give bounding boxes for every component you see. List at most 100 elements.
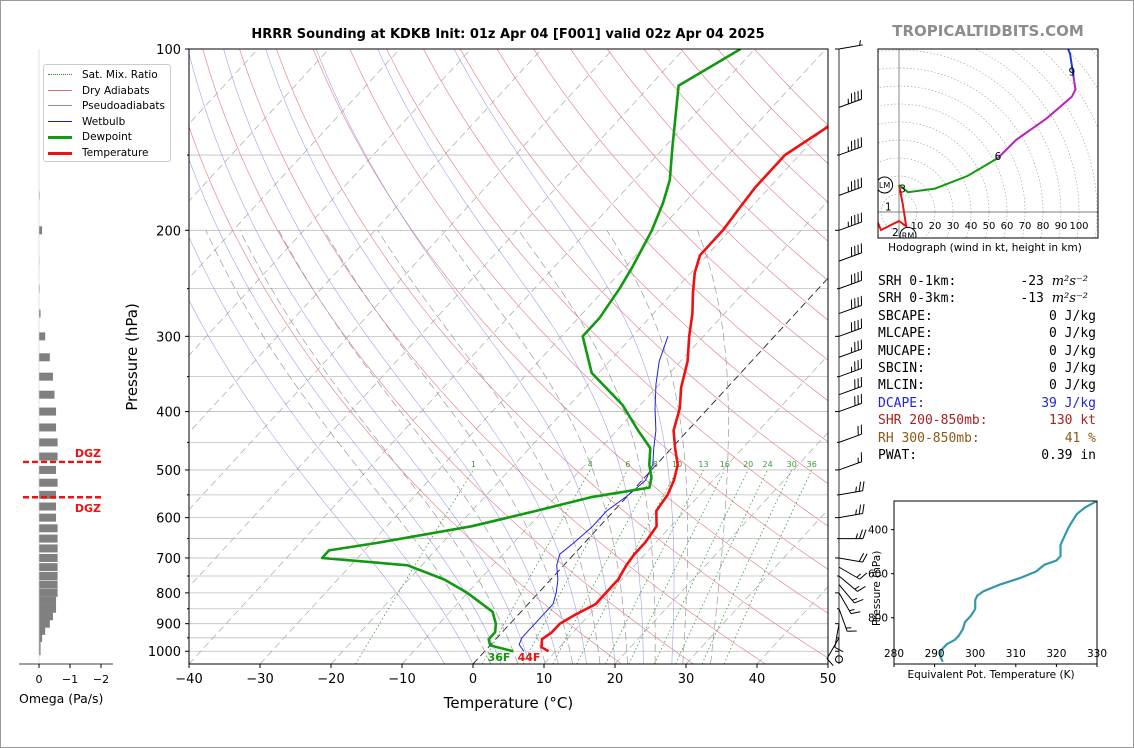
omega-bar <box>39 465 57 474</box>
storm-motion-label: LM <box>879 181 890 190</box>
pressure-tick-label: 300 <box>156 330 181 345</box>
dgz-label: DGZ <box>75 502 101 515</box>
barb-full <box>857 425 859 436</box>
barb-half <box>859 40 861 46</box>
isotherm-line <box>189 49 685 588</box>
barb-shaft <box>838 304 862 315</box>
barb-shaft <box>838 386 862 396</box>
omega-bar <box>39 563 58 572</box>
moist-adiabat-line <box>441 230 628 664</box>
hodograph-ring-label: 30 <box>947 221 960 232</box>
barb-full <box>860 89 863 100</box>
mixing-ratio-line <box>605 469 704 664</box>
barb-half <box>845 627 852 629</box>
parameter-unit: m²s⁻² <box>1051 291 1088 307</box>
dry-adiabat-line <box>349 49 828 570</box>
barb-shaft <box>838 433 862 443</box>
wind-barb <box>838 358 863 378</box>
barb-full <box>859 572 868 580</box>
isotherm-line <box>189 49 756 664</box>
parameter-row: MLCAPE: 0 J/kg <box>878 325 1118 342</box>
pressure-tick-label: 200 <box>156 224 181 239</box>
mixing-ratio-label: 36 <box>807 460 817 469</box>
wind-barb <box>839 529 867 540</box>
hodograph-ring-label: 80 <box>1037 221 1050 232</box>
wind-barb <box>838 137 863 156</box>
mixing-ratio-line <box>723 469 813 664</box>
barb-shaft <box>838 367 862 378</box>
wind-barb <box>838 584 864 604</box>
barb-full <box>860 177 863 188</box>
temperature-tick-label: 50 <box>820 672 837 687</box>
barb-full <box>850 140 853 151</box>
omega-bar <box>39 452 58 461</box>
barb-full <box>857 378 859 388</box>
mixing-ratio-label: 16 <box>720 460 730 469</box>
hodograph-caption: Hodograph (wind in kt, height in km) <box>888 242 1082 254</box>
barb-shaft <box>838 252 862 262</box>
hodograph-height-label: 6 <box>995 151 1002 163</box>
wind-barb <box>838 243 863 262</box>
parameter-name: SBCIN: <box>878 360 925 376</box>
hodograph-height-label: 2 <box>892 227 899 239</box>
legend-swatch <box>48 74 72 75</box>
dry-adiabat-line <box>533 49 828 361</box>
wetbulb-reference-line <box>189 236 474 664</box>
thetae-y-axis-label: Pressure (hPa) <box>871 550 883 626</box>
mixing-ratio-line <box>355 469 474 664</box>
omega-bar <box>39 284 40 293</box>
barb-half <box>855 533 859 539</box>
thetae-y-tick-label: 600 <box>868 569 888 581</box>
barb-half <box>847 98 849 104</box>
hodograph-height-label: 1 <box>885 202 892 214</box>
parameter-row: MUCAPE: 0 J/kg <box>878 343 1118 360</box>
omega-bar <box>39 524 58 533</box>
hodograph-height-label: 9 <box>1068 67 1075 79</box>
barb-full <box>850 181 853 191</box>
parameter-value: 0 J/kg <box>1049 326 1096 342</box>
legend-entry: Dewpoint <box>48 130 170 144</box>
barb-full <box>850 216 853 226</box>
wind-barb <box>838 339 863 358</box>
barb-full <box>854 245 856 256</box>
barb-full <box>857 272 859 282</box>
barb-full <box>854 321 856 331</box>
hodograph-ring-label: 100 <box>1069 221 1088 232</box>
omega-bar <box>39 596 57 605</box>
moist-adiabat-line <box>697 230 729 664</box>
legend-swatch <box>48 151 72 155</box>
omega-axis-label: Omega (Pa/s) <box>19 691 104 706</box>
barb-shaft <box>838 402 862 413</box>
omega-bar <box>39 571 58 580</box>
dry-adiabat-line <box>570 49 828 321</box>
wind-barb <box>838 608 857 632</box>
legend-swatch <box>48 136 72 139</box>
barb-shaft <box>838 279 862 290</box>
barb-half <box>855 486 857 492</box>
omega-bar <box>39 633 43 642</box>
pressure-tick-label: 500 <box>156 464 181 479</box>
omega-bar <box>39 588 58 597</box>
barb-full <box>857 297 859 307</box>
pressure-tick-label: 100 <box>156 43 181 58</box>
mixing-ratio-line <box>628 469 726 664</box>
barb-shaft <box>838 490 863 496</box>
wetbulb-reference-line <box>265 49 587 664</box>
skewt-plot-area: 1 4 6 8 10 13 16 20 24 30 36 <box>189 49 828 664</box>
barb-shaft <box>838 512 863 519</box>
parameter-value: 0.39 in <box>1041 447 1096 463</box>
barb-full <box>860 376 863 387</box>
pressure-tick-label: 900 <box>156 618 181 633</box>
parameter-value: 0 J/kg <box>1049 343 1096 359</box>
skewt-frame <box>188 48 829 665</box>
isotherm-line <box>189 49 401 279</box>
mixing-ratio-line <box>576 469 678 664</box>
barb-full <box>857 90 859 101</box>
wind-barb <box>826 637 840 667</box>
barb-shaft <box>838 44 863 50</box>
legend-swatch <box>48 105 72 106</box>
barb-full <box>857 178 859 189</box>
thetae-line <box>939 501 1097 663</box>
barb-full <box>850 299 853 309</box>
